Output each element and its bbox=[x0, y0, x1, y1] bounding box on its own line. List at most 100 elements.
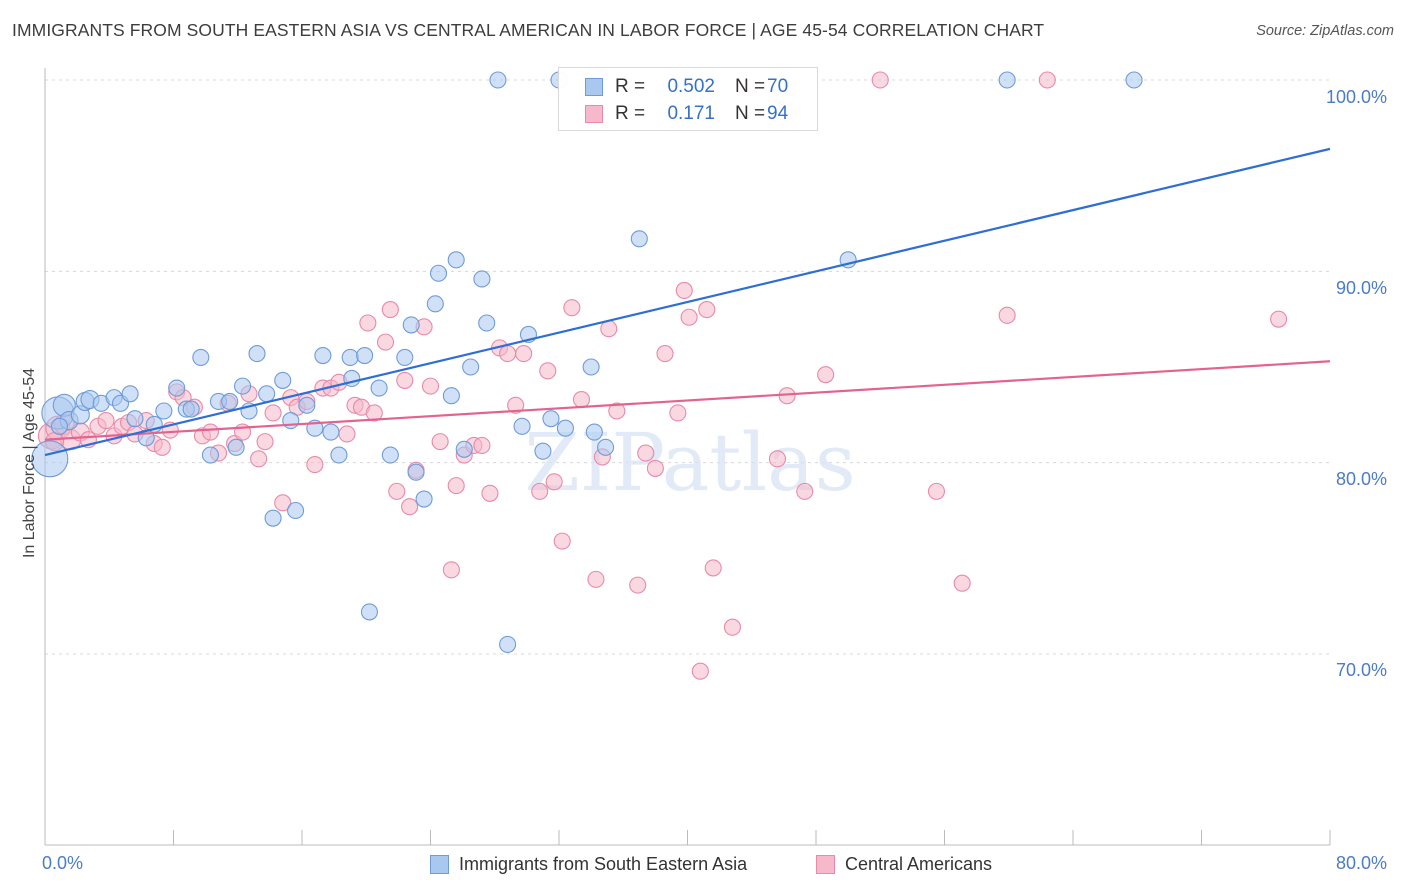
data-point bbox=[998, 306, 1016, 324]
data-point bbox=[646, 459, 664, 477]
data-point bbox=[341, 348, 359, 366]
data-point bbox=[545, 473, 563, 491]
legend-n-value-blue: 70 bbox=[767, 76, 789, 97]
data-point bbox=[507, 396, 525, 414]
data-point bbox=[356, 346, 374, 365]
data-point bbox=[691, 662, 709, 680]
data-point bbox=[630, 230, 648, 248]
data-point bbox=[381, 446, 399, 464]
data-point bbox=[415, 490, 433, 508]
data-point bbox=[998, 71, 1016, 89]
data-point bbox=[513, 417, 531, 435]
data-point bbox=[499, 345, 517, 363]
data-point bbox=[121, 385, 139, 403]
legend-n-label: N = bbox=[735, 76, 766, 97]
source-credit: Source: ZipAtlas.com bbox=[1256, 23, 1394, 39]
data-point bbox=[365, 404, 383, 422]
data-point bbox=[401, 498, 419, 516]
legend-r-value-blue: 0.502 bbox=[667, 76, 715, 97]
data-point bbox=[126, 410, 144, 428]
data-point bbox=[656, 345, 674, 363]
data-point bbox=[396, 371, 414, 389]
data-point bbox=[447, 477, 465, 495]
data-point bbox=[796, 482, 814, 500]
data-point bbox=[499, 635, 517, 653]
bottom-legend-label-pink: Central Americans bbox=[845, 853, 993, 874]
data-point bbox=[871, 71, 889, 89]
data-point bbox=[637, 444, 655, 462]
data-point bbox=[473, 436, 491, 454]
legend-row-pink: R = 0.171 N = 94 bbox=[585, 103, 788, 125]
data-point bbox=[282, 412, 300, 430]
data-point bbox=[698, 301, 716, 319]
data-point bbox=[97, 412, 115, 430]
data-point bbox=[539, 362, 557, 380]
data-point bbox=[274, 494, 292, 512]
bottom-legend-blue: Immigrants from South Eastern Asia bbox=[430, 852, 747, 876]
data-point bbox=[256, 433, 274, 451]
data-point bbox=[168, 379, 186, 397]
legend-r-label: R = bbox=[615, 76, 646, 97]
legend-n-label: N = bbox=[735, 103, 766, 124]
data-point bbox=[221, 392, 239, 410]
data-point bbox=[264, 404, 282, 422]
data-point bbox=[447, 251, 465, 269]
data-point bbox=[1125, 71, 1143, 89]
trendline-blue bbox=[44, 147, 1331, 457]
data-point bbox=[201, 446, 219, 464]
data-point bbox=[153, 438, 171, 456]
data-point bbox=[704, 559, 722, 577]
data-point bbox=[1270, 310, 1288, 328]
y-tick-100: 100.0% bbox=[1326, 87, 1388, 107]
data-point bbox=[192, 348, 210, 366]
data-point bbox=[953, 574, 971, 592]
data-point bbox=[489, 71, 507, 89]
data-point bbox=[462, 358, 480, 376]
bottom-legend-swatch-pink bbox=[816, 854, 835, 874]
data-point bbox=[234, 377, 252, 395]
data-point bbox=[155, 402, 173, 420]
data-point bbox=[585, 423, 603, 441]
stats-legend: R = 0.502 N = 70 R = 0.171 N = 94 bbox=[558, 67, 818, 131]
data-point bbox=[322, 423, 340, 441]
data-point bbox=[431, 433, 449, 451]
legend-swatch-pink bbox=[585, 105, 603, 123]
data-point bbox=[927, 482, 946, 500]
data-point bbox=[563, 299, 581, 317]
data-point bbox=[258, 385, 276, 403]
data-point bbox=[429, 264, 448, 282]
data-point bbox=[473, 270, 491, 288]
data-point bbox=[542, 410, 560, 428]
data-point bbox=[287, 501, 305, 520]
data-point bbox=[455, 440, 473, 458]
data-point bbox=[182, 400, 200, 418]
legend-row-blue: R = 0.502 N = 70 bbox=[585, 76, 788, 98]
data-point bbox=[407, 463, 425, 481]
data-point bbox=[250, 450, 268, 468]
data-point bbox=[402, 316, 420, 334]
data-point bbox=[515, 345, 533, 363]
data-point bbox=[306, 456, 324, 474]
data-point bbox=[381, 301, 399, 319]
data-point bbox=[597, 438, 615, 456]
data-point bbox=[556, 419, 574, 437]
data-point bbox=[478, 314, 496, 332]
bottom-legend-swatch-blue bbox=[430, 854, 449, 874]
bottom-legend-pink: Central Americans bbox=[816, 852, 992, 876]
data-point bbox=[723, 618, 742, 636]
legend-swatch-blue bbox=[585, 78, 603, 96]
data-point bbox=[426, 295, 444, 313]
legend-n-value-pink: 94 bbox=[767, 103, 789, 124]
data-point bbox=[298, 396, 316, 414]
data-point bbox=[50, 417, 69, 435]
data-point bbox=[534, 442, 552, 460]
blue-series-points bbox=[31, 71, 1143, 653]
data-point bbox=[338, 425, 356, 443]
trendlines bbox=[44, 147, 1331, 457]
data-point bbox=[248, 345, 266, 363]
y-axis-label: In Labor Force | Age 45-54 bbox=[21, 367, 38, 559]
data-point bbox=[1038, 71, 1056, 89]
data-point bbox=[680, 308, 698, 326]
data-point bbox=[582, 358, 600, 376]
data-point bbox=[675, 281, 693, 300]
